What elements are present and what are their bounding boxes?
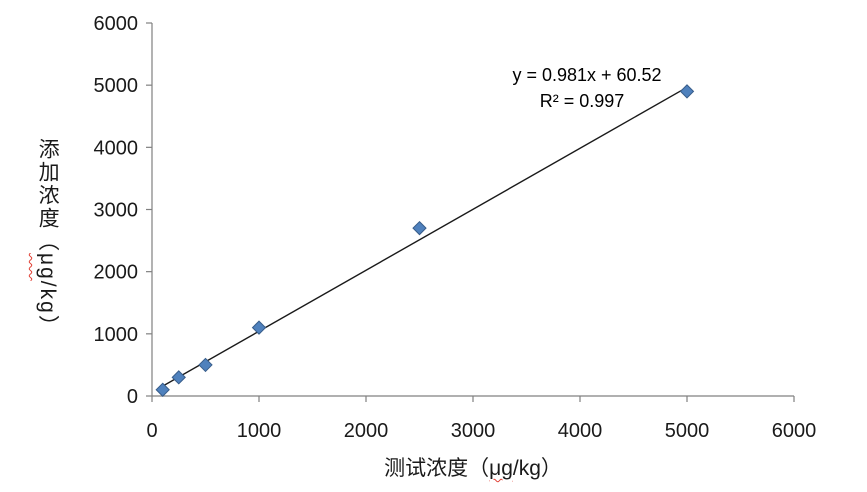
x-axis-unit-misspelled: μg [489, 457, 513, 480]
y-tick-label: 2000 [94, 262, 139, 284]
y-tick-label: 0 [127, 386, 138, 408]
y-tick-label: 4000 [94, 137, 139, 159]
r-squared-label: R² = 0.997 [540, 91, 625, 111]
y-axis-unit-misspelled: μg [36, 253, 60, 281]
trendline-equation: y = 0.981x + 60.52 [512, 65, 661, 85]
x-axis-title-suffix: /kg） [512, 457, 562, 480]
y-tick-label: 1000 [94, 324, 139, 346]
x-tick-label: 2000 [344, 420, 389, 442]
data-point [679, 84, 695, 99]
x-axis-title: 测试浓度（μg/kg） [152, 452, 794, 482]
data-point [155, 382, 170, 397]
data-point [251, 320, 267, 335]
y-axis-title: 添加浓度（μg/kg） [36, 138, 59, 338]
x-tick-label: 5000 [665, 420, 710, 442]
x-tick-label: 4000 [558, 420, 603, 442]
data-point [412, 220, 427, 236]
y-axis-title-text: 添加浓度（ [36, 138, 60, 253]
y-tick-label: 3000 [94, 200, 139, 222]
data-point [198, 357, 213, 373]
y-tick-label: 5000 [94, 75, 139, 97]
x-tick-label: 3000 [451, 420, 496, 442]
x-tick-label: 6000 [772, 420, 817, 442]
y-tick-label: 6000 [94, 13, 139, 35]
trendline [162, 86, 688, 387]
x-axis-title-text: 测试浓度（ [384, 457, 490, 480]
y-axis-title-suffix: /kg） [36, 280, 60, 338]
x-tick-label: 0 [146, 420, 157, 442]
data-point [171, 370, 186, 385]
x-tick-label: 1000 [237, 420, 282, 442]
